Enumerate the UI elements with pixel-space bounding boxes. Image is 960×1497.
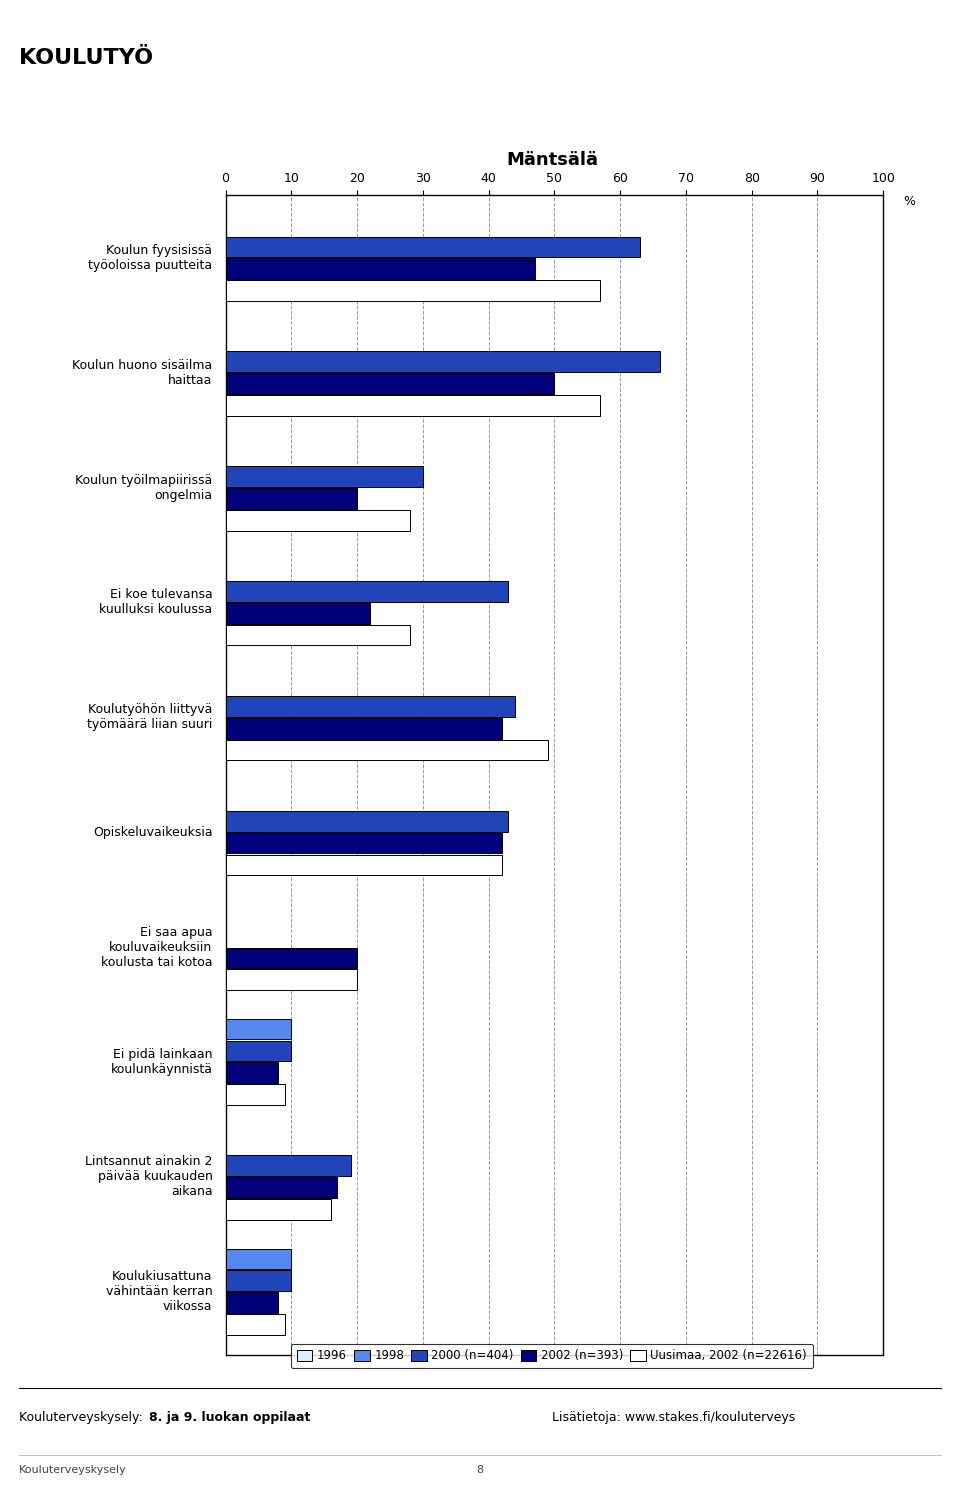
Bar — [226, 1019, 292, 1039]
Bar — [226, 1084, 285, 1105]
Bar — [226, 719, 502, 738]
Text: Lisätietoja: www.stakes.fi/kouluterveys: Lisätietoja: www.stakes.fi/kouluterveys — [552, 1412, 795, 1424]
Text: Koulukiusattuna
vähintään kerran
viikossa: Koulukiusattuna vähintään kerran viikoss… — [106, 1269, 212, 1313]
Bar — [226, 488, 357, 509]
Bar — [226, 811, 509, 831]
Text: 8. ja 9. luokan oppilaat: 8. ja 9. luokan oppilaat — [149, 1412, 310, 1424]
Text: Kouluterveyskysely: Kouluterveyskysely — [19, 1466, 127, 1475]
Bar — [226, 466, 422, 487]
Bar — [226, 1248, 292, 1269]
Text: 8: 8 — [476, 1466, 484, 1475]
Text: Ei koe tulevansa
kuulluksi koulussa: Ei koe tulevansa kuulluksi koulussa — [99, 588, 212, 617]
Text: Koulun työilmapiirissä
ongelmia: Koulun työilmapiirissä ongelmia — [75, 473, 212, 501]
Text: Koulun fyysisissä
työoloissa puutteita: Koulun fyysisissä työoloissa puutteita — [88, 244, 212, 272]
Bar — [226, 740, 548, 760]
Bar — [226, 352, 660, 373]
Text: Ei saa apua
kouluvaikeuksiin
koulusta tai kotoa: Ei saa apua kouluvaikeuksiin koulusta ta… — [101, 925, 212, 969]
Legend: 1996, 1998, 2000 (n=404), 2002 (n=393), Uusimaa, 2002 (n=22616): 1996, 1998, 2000 (n=404), 2002 (n=393), … — [291, 1343, 813, 1368]
Bar — [226, 259, 535, 278]
Bar — [226, 395, 600, 416]
Bar — [226, 603, 371, 624]
Bar — [226, 510, 410, 530]
Bar — [226, 1040, 292, 1061]
Bar — [226, 280, 600, 301]
Bar — [226, 624, 410, 645]
Bar — [226, 1156, 350, 1177]
Bar — [226, 373, 555, 394]
Bar — [226, 1292, 278, 1313]
Text: Koulutyöhön liittyvä
työmäärä liian suuri: Koulutyöhön liittyvä työmäärä liian suur… — [87, 704, 212, 731]
Bar — [226, 237, 640, 257]
Bar — [226, 970, 357, 990]
Bar — [226, 1314, 285, 1335]
Text: KOULUTYÖ: KOULUTYÖ — [19, 48, 154, 67]
Text: Koulun huono sisäilma
haittaa: Koulun huono sisäilma haittaa — [72, 359, 212, 386]
Bar — [226, 855, 502, 876]
Bar — [226, 581, 509, 602]
Bar — [226, 948, 357, 969]
Bar — [226, 1177, 337, 1198]
Text: Opiskeluvaikeuksia: Opiskeluvaikeuksia — [93, 826, 212, 838]
Text: Kouluterveyskysely:: Kouluterveyskysely: — [19, 1412, 147, 1424]
Text: Ei pidä lainkaan
koulunkäynnistä: Ei pidä lainkaan koulunkäynnistä — [110, 1048, 212, 1076]
Bar — [226, 696, 515, 717]
Bar — [226, 832, 502, 853]
Text: Lintsannut ainakin 2
päivää kuukauden
aikana: Lintsannut ainakin 2 päivää kuukauden ai… — [85, 1156, 212, 1198]
Bar — [226, 1271, 292, 1290]
Bar — [226, 1063, 278, 1084]
Text: Mäntsälä: Mäntsälä — [506, 151, 598, 169]
Text: %: % — [903, 195, 915, 208]
Bar — [226, 1199, 331, 1220]
